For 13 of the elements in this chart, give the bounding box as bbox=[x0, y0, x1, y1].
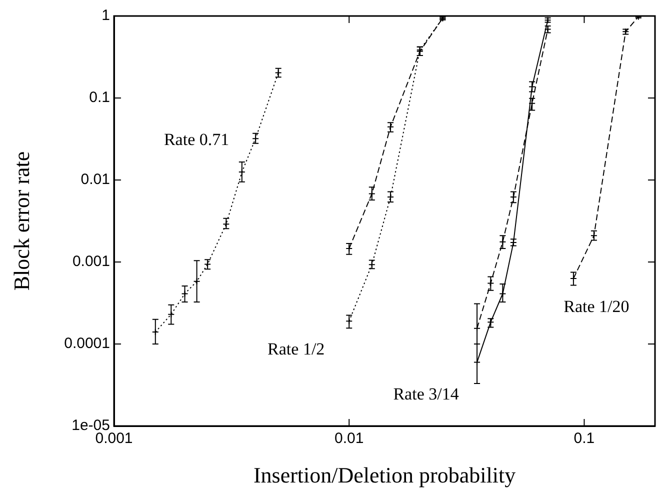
y-tick-label: 0.01 bbox=[80, 171, 110, 188]
x-axis-title: Insertion/Deletion probability bbox=[253, 462, 516, 488]
series-label: Rate 0.71 bbox=[164, 130, 230, 150]
y-axis-title: Block error rate bbox=[8, 151, 34, 291]
y-tick-label: 0.001 bbox=[72, 253, 110, 270]
x-tick-label: 0.01 bbox=[334, 430, 364, 448]
series-label: Rate 1/20 bbox=[564, 296, 630, 316]
y-tick-label: 1 bbox=[102, 7, 110, 24]
series-label: Rate 1/2 bbox=[268, 340, 325, 359]
series-label: Rate 3/14 bbox=[393, 384, 460, 404]
y-tick-label: 0.0001 bbox=[64, 335, 110, 352]
y-tick-label: 0.1 bbox=[89, 89, 110, 106]
x-tick-label: 0.1 bbox=[574, 430, 595, 448]
